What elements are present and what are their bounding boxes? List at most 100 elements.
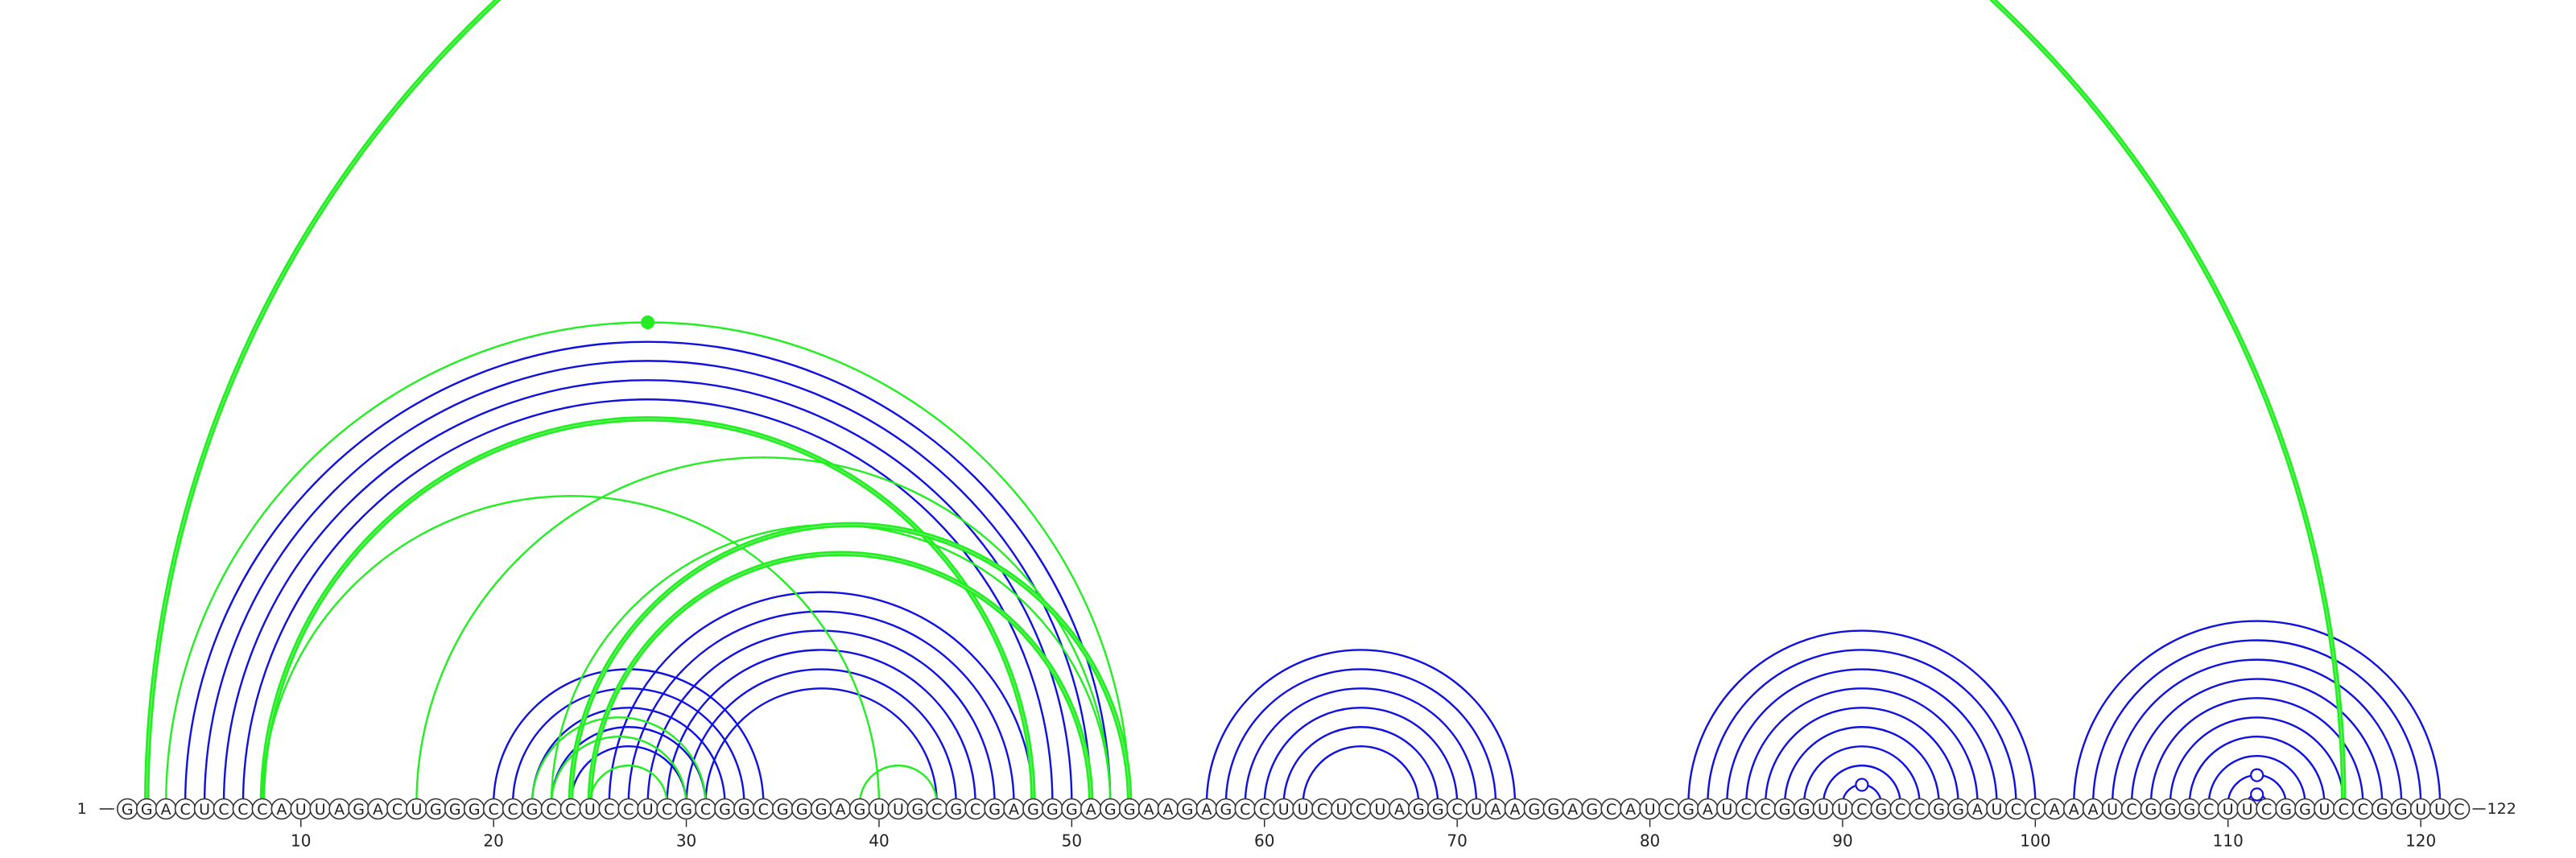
nucleotide-letter: G [1798,801,1810,819]
blue-arc-82-100 [1687,629,2037,805]
nucleotide-2: G [135,798,158,820]
nucleotide-letter: G [1529,801,1541,819]
nucleotide-39: G [848,798,871,820]
nucleotide-letter: U [873,801,885,819]
nucleotide-letter: C [1761,801,1771,819]
nucleotide-46: G [984,798,1005,820]
blue-arc-26-48 [608,591,1034,805]
nucleotide-58: G [1215,798,1237,820]
nucleotide-77: G [1581,798,1604,820]
nucleotide-111: U [2236,798,2258,820]
nucleotide-38: A [829,798,852,820]
nucleotide-letter: G [122,801,134,819]
nucleotide-96: G [1947,798,1969,820]
nucleotide-letter: G [1220,801,1232,819]
tick-label-20: 20 [483,831,503,851]
blue-arc-30-44 [685,668,957,805]
blue-apex-marker [1855,778,1869,792]
nucleotide-40: U [868,798,890,820]
nucleotide-letter: G [1066,801,1078,819]
nucleotide-letter: G [1875,801,1887,819]
nucleotide-19: G [463,798,485,820]
nucleotide-26: C [598,798,621,820]
blue-arc-83-99 [1707,649,2017,805]
nucleotide-letter: C [1606,801,1616,819]
nucleotide-5: U [193,798,216,820]
nucleotide-letter: A [1625,801,1636,819]
nucleotide-91: C [1851,798,1873,820]
nucleotide-43: C [926,798,948,820]
nucleotide-29: C [656,798,678,820]
nucleotide-61: U [1273,798,1294,820]
nucleotide-letter: G [526,801,539,819]
nucleotide-95: G [1928,798,1950,820]
nucleotide-letter: U [642,801,654,819]
blue-arc-106-117 [2149,697,2364,805]
nucleotide-99: C [2005,798,2027,820]
nucleotide-letter: U [1818,801,1829,819]
nucleotide-letter: A [1972,801,1983,819]
blue-arc-6-50 [222,379,1073,805]
nucleotide-letter: U [2223,801,2234,819]
nucleotide-letter: C [1240,801,1250,819]
nucleotide-letter: U [1471,801,1482,819]
blue-arc-109-114 [2207,754,2306,805]
nucleotide-letter: C [700,801,711,819]
nucleotide-52: G [1099,798,1121,820]
nucleotide-letter: A [1394,801,1405,819]
nucleotide-letter: C [2203,801,2214,819]
nucleotide-37: G [810,798,832,820]
nucleotide-104: U [2101,798,2124,820]
blue-arc-59-71 [1244,687,1478,805]
nucleotide-letter: A [1491,801,1501,819]
nucleotide-63: C [1311,798,1333,820]
nucleotide-letter: A [373,801,383,819]
tick-label-60: 60 [1254,831,1274,851]
nucleotide-letter: G [1682,801,1695,819]
nucleotide-letter: G [2396,801,2408,819]
nucleotide-letter: G [719,801,731,819]
green-arc-39-43 [858,765,938,805]
tick-label-120: 120 [2405,831,2436,851]
nucleotide-72: A [1484,798,1507,820]
green-apex-marker [641,316,655,329]
nucleotide-letter: C [1741,801,1752,819]
nucleotide-64: U [1331,798,1352,820]
nucleotide-letter: C [2126,801,2136,819]
nucleotide-letter: U [1721,801,1732,819]
nucleotide-letter: A [2069,801,2079,819]
nucleotide-letter: G [1182,801,1194,819]
nucleotide-41: U [887,798,910,820]
green-arc-inner-2-116 [146,0,2344,805]
green-arc-inner-25-51 [589,553,1092,805]
nucleotide-98: U [1986,798,2008,820]
nucleotide-letter: G [815,801,828,819]
nucleotide-letter: C [1664,801,1674,819]
blue-arc-88-94 [1802,745,1921,805]
green-arc-25-51 [587,551,1094,805]
nucleotide-68: G [1407,798,1430,820]
nucleotide-letter: G [1779,801,1791,819]
blue-arc-23-31 [550,726,707,805]
nucleotide-20: C [482,798,505,820]
nucleotide-82: G [1678,798,1699,820]
nucleotide-letter: G [469,801,481,819]
green-arc-22-31 [530,716,707,805]
green-arc-23-30 [550,736,687,805]
nucleotide-7: C [232,798,254,820]
nucleotide-107: G [2159,798,2182,820]
nucleotide-letter: C [970,801,980,819]
nucleotide-letter: A [2088,801,2099,819]
nucleotide-28: U [637,798,658,820]
nucleotide-73: A [1504,798,1526,820]
nucleotide-letter: C [489,801,499,819]
nucleotide-15: C [386,798,408,820]
nucleotide-121: U [2429,798,2451,820]
nucleotide-56: G [1176,798,1199,820]
blue-arc-103-120 [2091,639,2422,805]
nucleotide-letter: G [950,801,962,819]
blue-arc-61-69 [1282,726,1439,805]
nucleotide-23: C [540,798,563,820]
